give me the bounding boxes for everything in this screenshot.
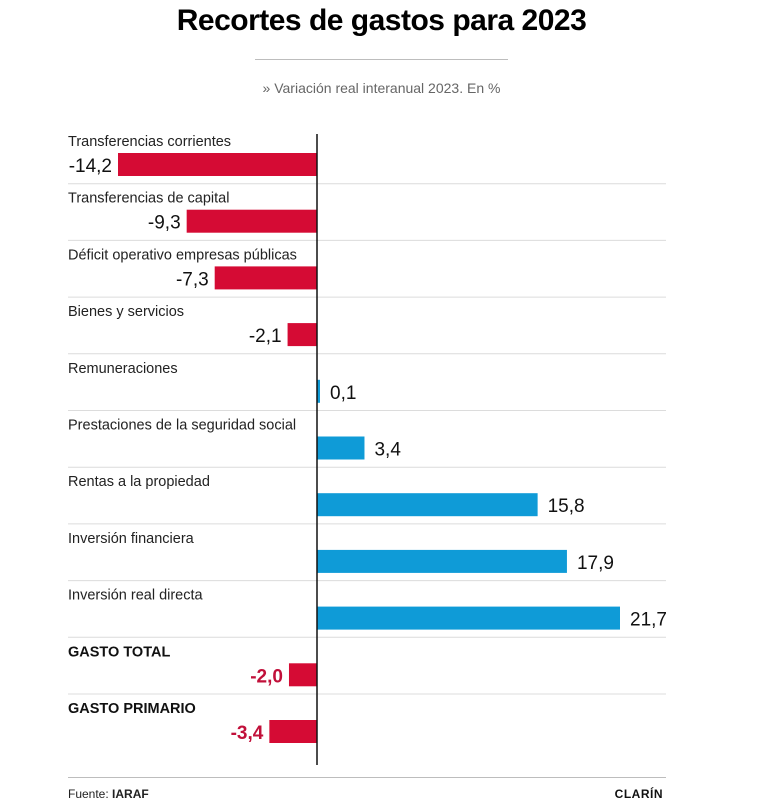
category-label: Transferencias de capital <box>68 191 229 207</box>
bar <box>287 323 317 347</box>
bar-chart: Transferencias corrientes -14,2 Transferen… <box>68 134 667 765</box>
value-label: 15,8 <box>548 496 585 517</box>
category-label: Prestaciones de la seguridad social <box>68 418 296 434</box>
value-label: -3,4 <box>231 723 264 744</box>
source-note: Fuente: IARAF <box>68 787 149 801</box>
bar <box>317 436 365 460</box>
category-label: Rentas a la propiedad <box>68 474 210 490</box>
category-label: Remuneraciones <box>68 361 178 377</box>
bar <box>288 663 317 687</box>
value-label: 3,4 <box>374 440 401 461</box>
value-label: 0,1 <box>330 383 356 404</box>
title-divider <box>255 59 508 60</box>
bar <box>317 606 620 630</box>
category-label: Inversión real directa <box>68 588 204 604</box>
value-label: -14,2 <box>69 156 112 177</box>
bar <box>214 266 317 290</box>
bar <box>118 153 317 176</box>
bar <box>269 720 317 743</box>
source-name: IARAF <box>112 787 149 801</box>
value-label: -2,0 <box>250 666 283 687</box>
category-label: Inversión financiera <box>68 531 195 547</box>
value-label: 21,7 <box>630 610 667 631</box>
value-label: -2,1 <box>249 326 282 347</box>
bar <box>317 549 567 573</box>
value-label: 17,9 <box>577 553 614 574</box>
value-label: -7,3 <box>176 269 209 290</box>
bar <box>317 493 538 517</box>
source-label: Fuente: <box>68 787 109 801</box>
category-label: Bienes y servicios <box>68 304 184 320</box>
category-label: GASTO PRIMARIO <box>68 701 196 717</box>
category-label: GASTO TOTAL <box>68 644 170 660</box>
footer-divider <box>68 777 666 778</box>
category-label: Transferencias corrientes <box>68 134 231 150</box>
category-label: Déficit operativo empresas públicas <box>68 247 297 263</box>
bar <box>186 209 317 233</box>
chart-title: Recortes de gastos para 2023 <box>176 4 587 37</box>
bar <box>317 379 320 403</box>
chart-subtitle: » Variación real interanual 2023. En % <box>262 80 501 96</box>
brand-logo: CLARÍN <box>614 787 663 801</box>
value-label: -9,3 <box>148 213 181 234</box>
